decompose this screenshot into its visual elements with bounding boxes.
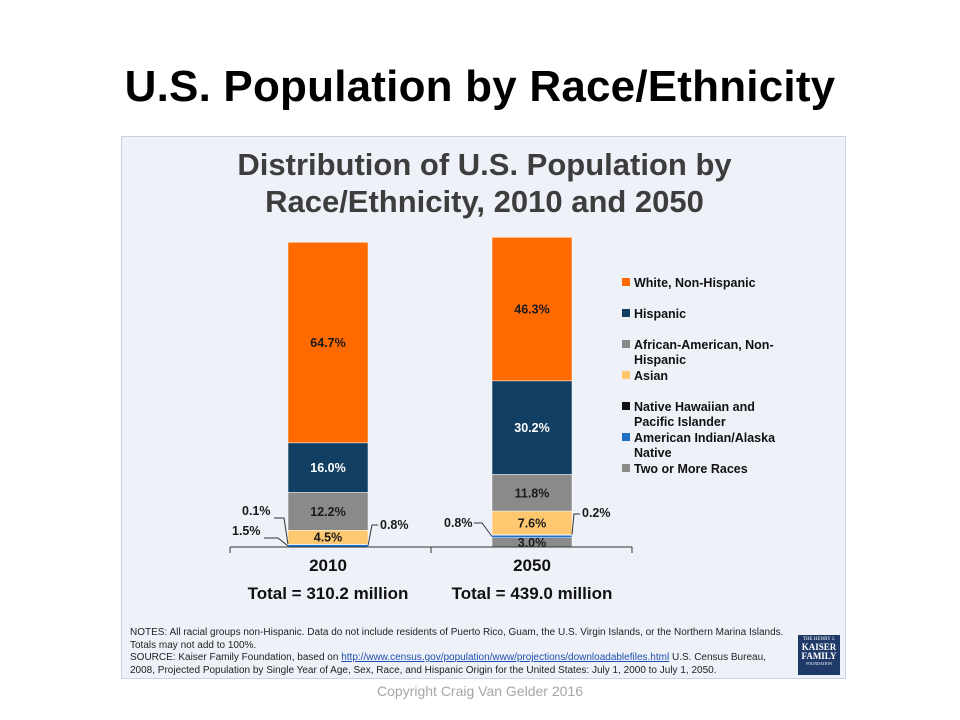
notes-line-4: 2008, Projected Population by Single Yea…: [130, 664, 717, 676]
data-label-2010-3: 4.5%: [314, 531, 343, 545]
legend-swatch-4: [622, 402, 630, 410]
category-label-2010: 2010: [309, 556, 347, 575]
logo-line-1: THE HENRY J.: [802, 637, 836, 642]
logo-line-2b: FAMILY: [801, 651, 837, 661]
chart-notes: NOTES: All racial groups non-Hispanic. D…: [130, 627, 790, 677]
data-label-2010-4: 12.2%: [310, 505, 345, 519]
legend-label-1-0: Hispanic: [634, 307, 686, 321]
legend-swatch-6: [622, 464, 630, 472]
data-label-2050-native-hawaiian: 0.2%: [582, 506, 611, 520]
legend-label-3-0: Asian: [634, 369, 668, 383]
chart-panel: Distribution of U.S. Population by Race/…: [121, 136, 846, 679]
legend-swatch-1: [622, 309, 630, 317]
stacked-bar-chart: 4.5% 12.2% 16.0% 64.7% 3.0% 7.6% 11.8% 30.2% 46.…: [229, 237, 776, 603]
notes-source-prefix: SOURCE: Kaiser Family Foundation, based …: [130, 652, 339, 663]
data-label-2050-3: 7.6%: [518, 516, 547, 530]
bar-segment-2010-6: [287, 242, 369, 444]
total-label-2050: Total = 439.0 million: [452, 584, 613, 603]
bar-segment-2050-5: [491, 380, 573, 475]
notes-line-1: NOTES: All racial groups non-Hispanic. D…: [130, 627, 784, 638]
bar-segment-2010-5: [287, 442, 369, 493]
total-label-2010: Total = 310.2 million: [248, 584, 409, 603]
data-label-2010-5: 16.0%: [310, 461, 345, 475]
data-label-2010-am-indian: 0.8%: [380, 518, 409, 532]
logo-line-2a: KAISER: [801, 642, 837, 652]
legend-label-2-0: African-American, Non-: [634, 338, 774, 352]
kaiser-family-foundation-logo: THE HENRY J. KAISER FAMILY FOUNDATION: [798, 635, 840, 675]
bar-segment-2050-6: [491, 237, 573, 382]
data-label-2050-6: 46.3%: [514, 303, 549, 317]
category-label-2050: 2050: [513, 556, 551, 575]
data-label-2010-native-hawaiian: 0.1%: [242, 504, 271, 518]
legend-swatch-2: [622, 340, 630, 348]
leader-line-2010-multi: [264, 537, 289, 547]
notes-line-3: SOURCE: Kaiser Family Foundation, based …: [130, 652, 790, 665]
leader-line-2050-nh: [571, 513, 580, 535]
data-label-2050-4: 11.8%: [515, 486, 550, 500]
data-label-2010-6: 64.7%: [310, 336, 345, 350]
data-label-2010-multi: 1.5%: [232, 524, 261, 538]
legend-label-5-1: Native: [634, 446, 672, 460]
legend-swatch-0: [622, 278, 630, 286]
chart-title-line-2: Race/Ethnicity, 2010 and 2050: [265, 184, 704, 219]
notes-source-suffix: U.S. Census Bureau,: [671, 652, 766, 663]
legend-label-4-0: Native Hawaiian and: [634, 400, 755, 414]
bar-segment-2010-4: [287, 492, 369, 531]
data-label-2050-5: 30.2%: [514, 421, 549, 435]
legend-swatch-3: [622, 371, 630, 379]
leader-line-2010-nh: [274, 517, 289, 545]
bar-segment-2050-4: [491, 474, 573, 512]
leader-line-2010-ai: [367, 524, 378, 546]
legend-label-4-1: Pacific Islander: [634, 415, 726, 429]
copyright-footer: Copyright Craig Van Gelder 2016: [377, 683, 583, 699]
chart-title-line-1: Distribution of U.S. Population by: [237, 147, 732, 182]
leader-line-2050-ai: [474, 522, 493, 537]
legend-label-0-0: White, Non-Hispanic: [634, 276, 756, 290]
data-label-2050-0: 3.0%: [518, 536, 547, 550]
legend-swatch-5: [622, 433, 630, 441]
logo-line-3: FOUNDATION: [806, 661, 832, 666]
notes-line-2: Totals may not add to 100%.: [130, 639, 257, 651]
census-link[interactable]: http://www.census.gov/population/www/pro…: [341, 652, 670, 663]
legend-label-6-0: Two or More Races: [634, 462, 748, 476]
slide-title: U.S. Population by Race/Ethnicity: [124, 62, 836, 111]
legend-label-2-1: Hispanic: [634, 353, 686, 367]
data-label-2050-am-indian: 0.8%: [444, 516, 473, 530]
legend-label-5-0: American Indian/Alaska: [634, 431, 776, 445]
